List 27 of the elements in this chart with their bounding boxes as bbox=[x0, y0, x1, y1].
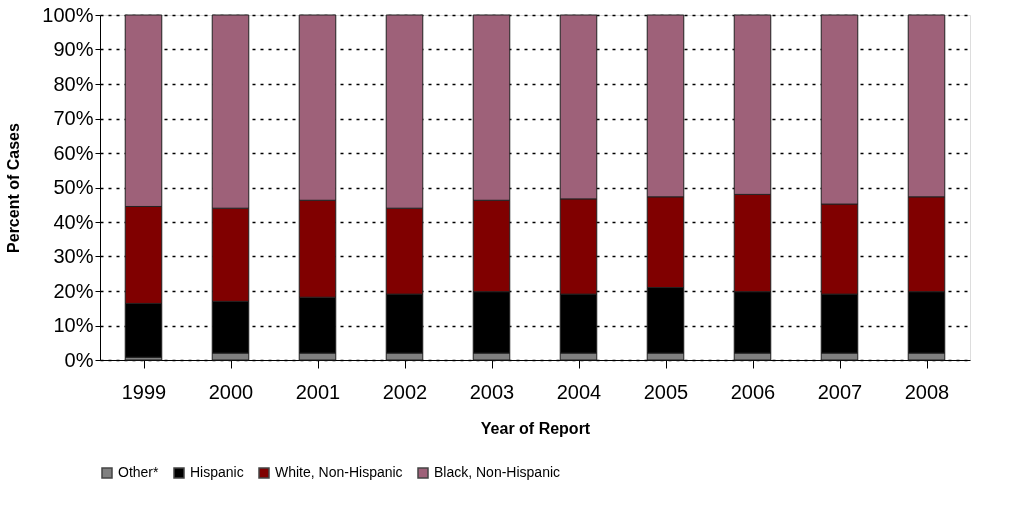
legend-label: Hispanic bbox=[190, 464, 244, 480]
y-tick-label: 60% bbox=[53, 141, 94, 164]
legend-label: Black, Non-Hispanic bbox=[434, 464, 561, 480]
y-axis-title: Percent of Cases bbox=[5, 122, 23, 253]
y-tick-label: 40% bbox=[53, 210, 94, 233]
legend-label: White, Non-Hispanic bbox=[275, 464, 403, 480]
x-tick-label: 2005 bbox=[643, 380, 689, 403]
y-tick-label: 20% bbox=[53, 279, 94, 302]
x-tick-label: 2006 bbox=[730, 380, 776, 403]
y-tick-label: 100% bbox=[42, 3, 94, 26]
x-tick-label: 1999 bbox=[121, 380, 167, 403]
x-axis-title: Year of Report bbox=[480, 419, 591, 437]
x-tick-label: 2008 bbox=[904, 380, 950, 403]
x-tick-label: 2001 bbox=[295, 380, 341, 403]
x-tick-label: 2004 bbox=[556, 380, 602, 403]
y-tick-label: 10% bbox=[53, 314, 94, 336]
x-tick-label: 2002 bbox=[382, 380, 428, 403]
y-tick-label: 70% bbox=[53, 107, 94, 129]
x-tick-label: 2000 bbox=[208, 380, 254, 403]
y-tick-label: 80% bbox=[53, 72, 94, 95]
y-tick-label: 30% bbox=[53, 245, 94, 267]
y-tick-label: 0% bbox=[64, 348, 94, 371]
x-tick-label: 2003 bbox=[469, 380, 515, 403]
legend-label: Other* bbox=[118, 464, 160, 480]
x-tick-label: 2007 bbox=[817, 380, 863, 403]
y-tick-label: 90% bbox=[53, 38, 94, 60]
y-tick-label: 50% bbox=[53, 176, 94, 198]
